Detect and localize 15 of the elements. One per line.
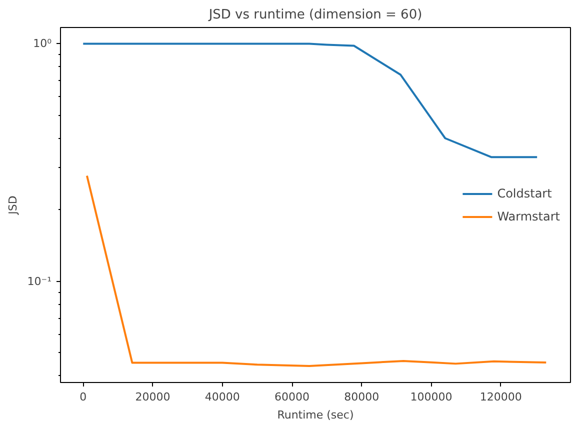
x-tick-label: 60000 bbox=[274, 390, 310, 404]
x-tick-label: 100000 bbox=[410, 390, 452, 404]
legend-label: Warmstart bbox=[497, 209, 560, 223]
x-tick-label: 20000 bbox=[135, 390, 170, 404]
x-tick-label: 0 bbox=[80, 390, 87, 404]
line-series bbox=[82, 42, 538, 158]
x-tick-label: 120000 bbox=[480, 390, 522, 404]
y-axis-title: JSD bbox=[6, 196, 20, 216]
y-tick-label: 10⁻¹ bbox=[27, 274, 52, 288]
legend-label: Coldstart bbox=[497, 186, 552, 200]
x-tick-label: 40000 bbox=[204, 390, 240, 404]
x-axis-title: Runtime (sec) bbox=[277, 408, 354, 422]
x-tick-label: 80000 bbox=[344, 390, 380, 404]
y-tick-label: 10⁰ bbox=[33, 37, 52, 50]
chart-title: JSD vs runtime (dimension = 60) bbox=[208, 8, 422, 22]
